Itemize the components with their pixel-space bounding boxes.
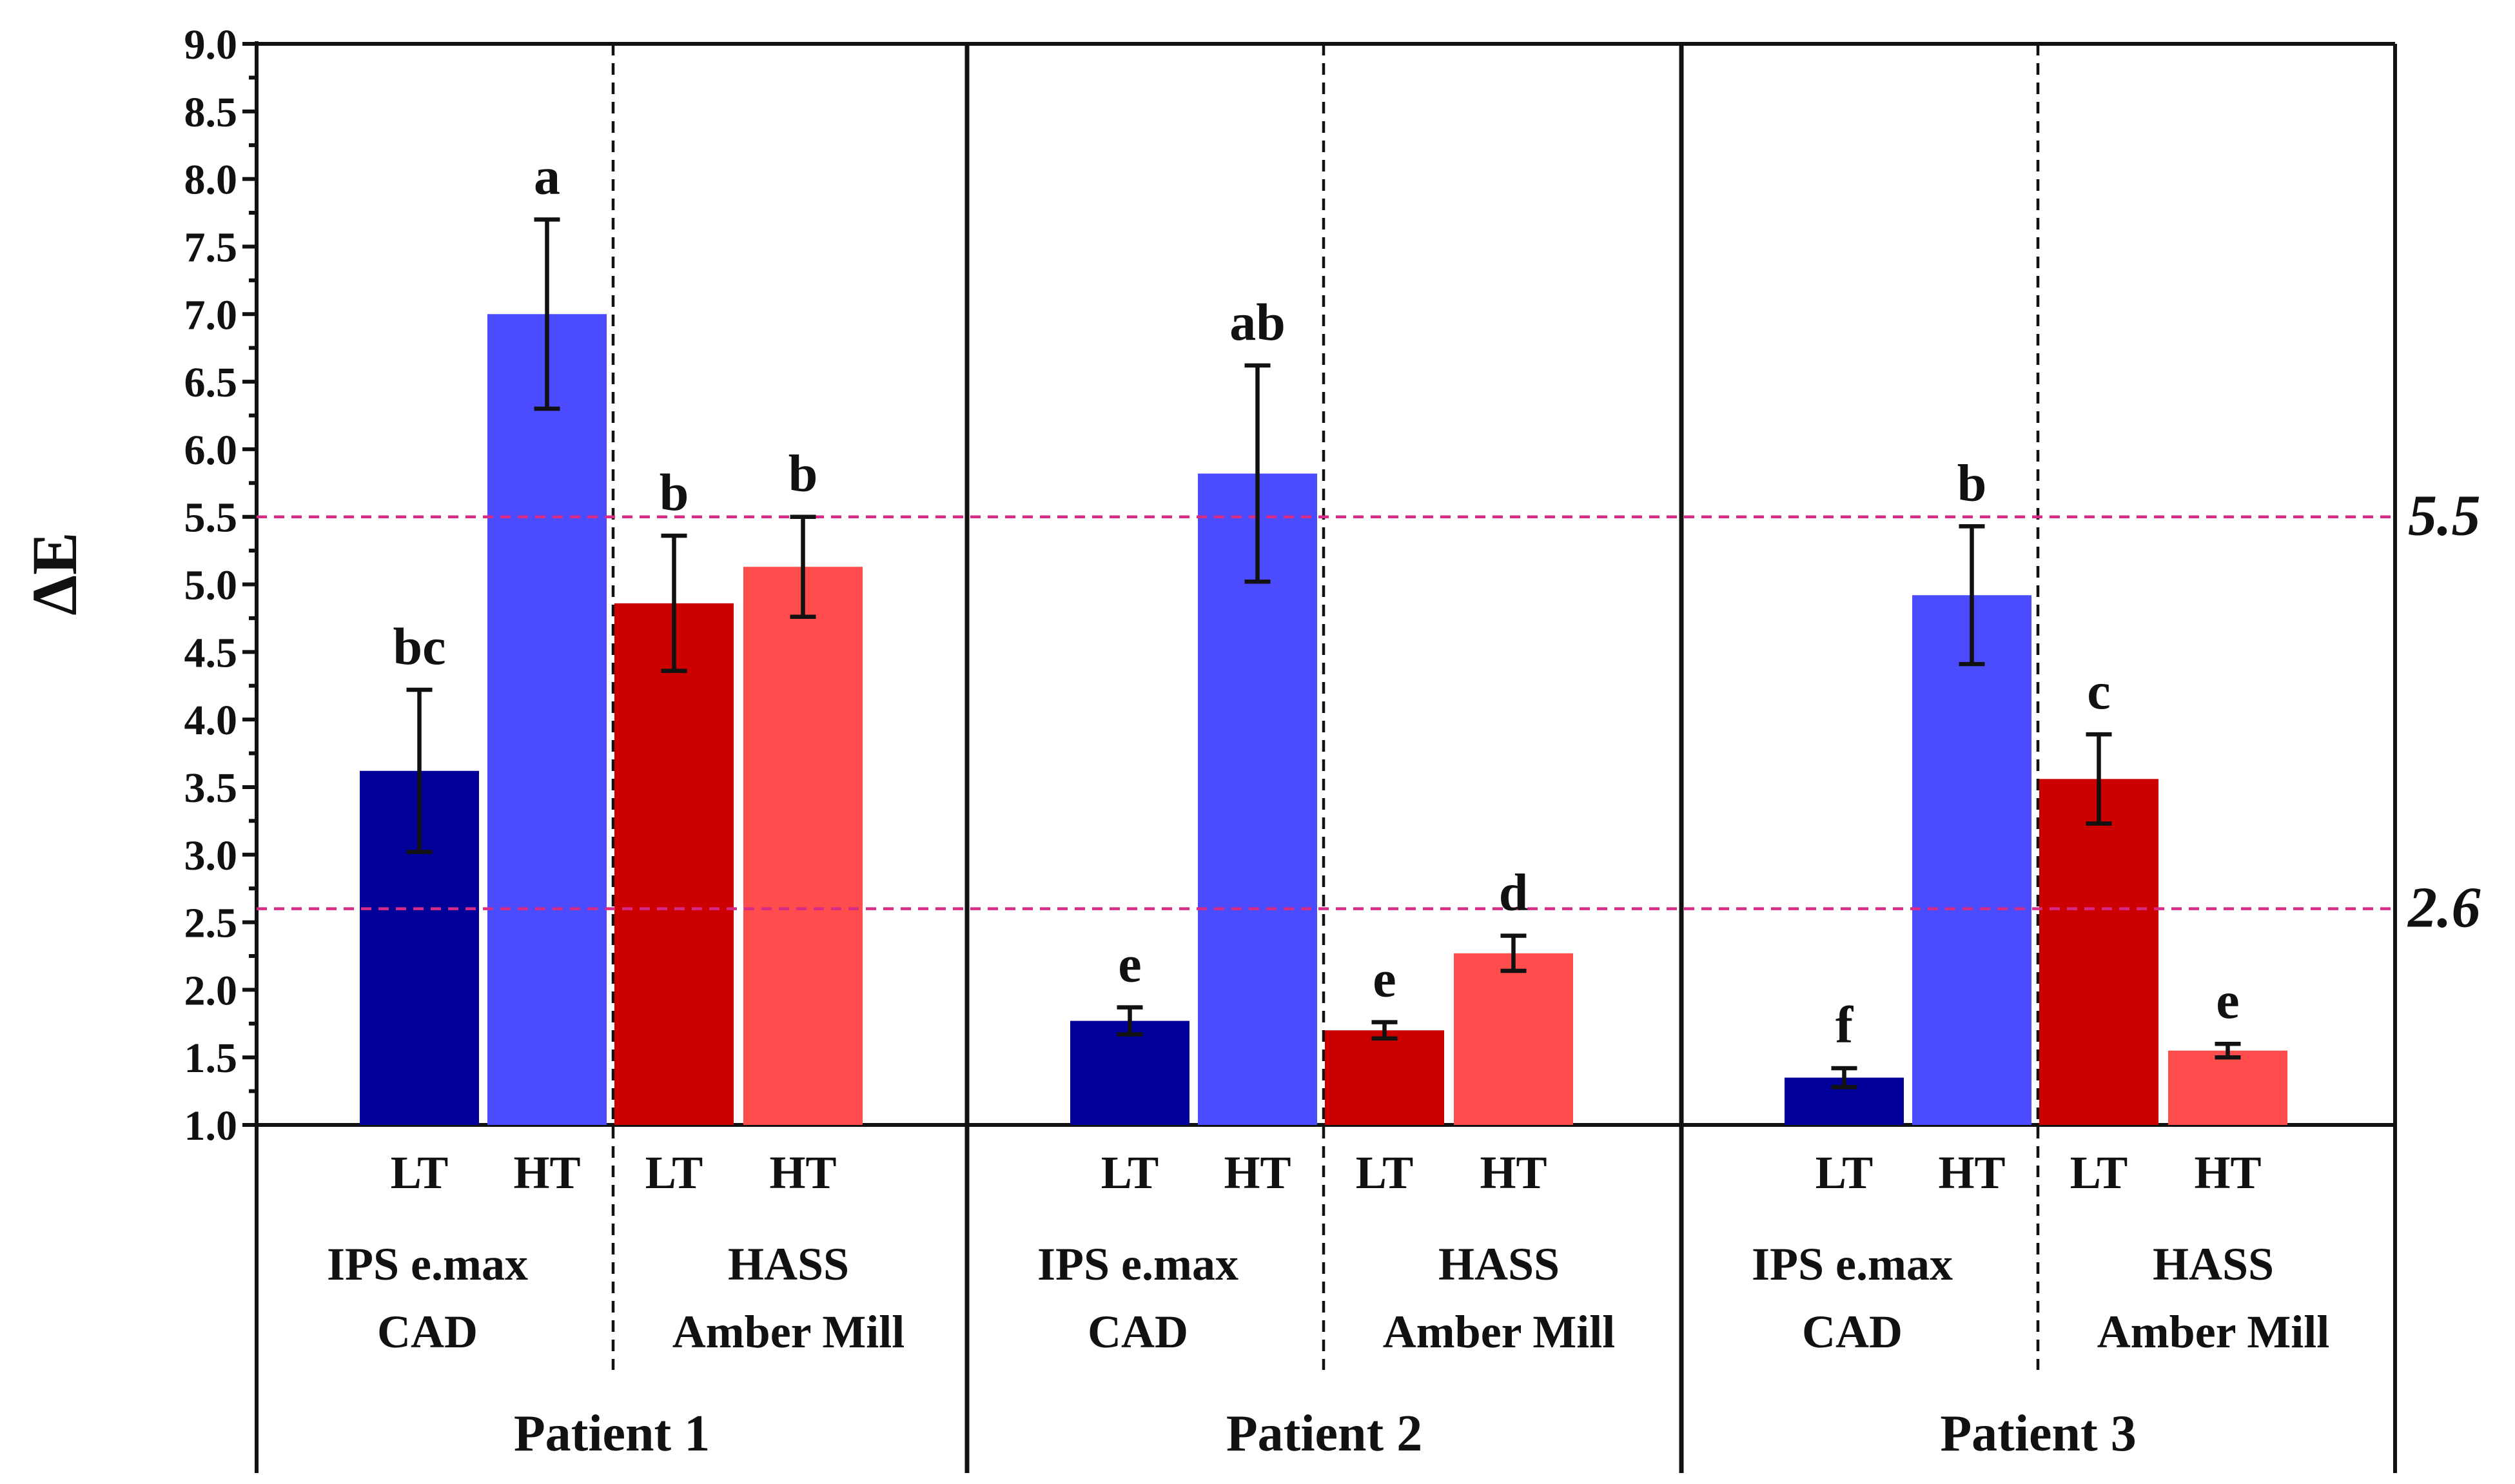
- series-label-lt: LT: [645, 1147, 703, 1198]
- material-label-line: HASS: [2153, 1238, 2274, 1290]
- bar-ht: [743, 567, 863, 1125]
- significance-letter: c: [2087, 661, 2110, 720]
- text-layer: 1.0 1.5 2.0 2.5 3.0 3.5 4.0 4.5 5.0 5.5 6.0 6.5 7.0 7…: [184, 21, 2481, 1462]
- series-label-lt: LT: [1356, 1147, 1413, 1198]
- significance-letter: b: [1957, 453, 1987, 512]
- significance-letter: f: [1835, 995, 1854, 1054]
- significance-letter: ab: [1229, 293, 1286, 351]
- material-label-line: IPS e.max: [1752, 1238, 1953, 1290]
- bar-lt: [1070, 1020, 1189, 1125]
- material-label-line: HASS: [1438, 1238, 1560, 1290]
- material-label-line: Amber Mill: [2097, 1306, 2330, 1358]
- bar-lt: [1325, 1030, 1444, 1125]
- material-label-line: Amber Mill: [672, 1306, 905, 1358]
- patient-label: Patient 3: [1940, 1405, 2136, 1462]
- y-tick-label: 3.0: [184, 832, 238, 879]
- significance-letter: e: [1373, 950, 1396, 1008]
- bar-ht: [1454, 953, 1573, 1125]
- significance-letter: b: [788, 444, 818, 503]
- series-label-ht: HT: [769, 1147, 836, 1198]
- significance-letter: bc: [393, 617, 446, 676]
- material-label-line: IPS e.max: [1037, 1238, 1238, 1290]
- series-label-lt: LT: [2070, 1147, 2128, 1198]
- y-tick-label: 5.0: [184, 562, 238, 609]
- y-tick-label: 7.0: [184, 291, 238, 338]
- bar-lt: [2039, 779, 2158, 1125]
- series-label-ht: HT: [1938, 1147, 2005, 1198]
- y-tick-label: 3.5: [184, 765, 238, 812]
- y-tick-label: 5.5: [184, 494, 238, 542]
- significance-letter: b: [660, 463, 689, 522]
- bar-ht: [487, 314, 607, 1125]
- series-label-ht: HT: [1480, 1147, 1547, 1198]
- bar-lt: [614, 603, 734, 1125]
- y-tick-label: 1.5: [184, 1035, 238, 1082]
- material-label-line: CAD: [1088, 1306, 1188, 1358]
- significance-letter: a: [534, 147, 560, 206]
- bars-layer: [360, 314, 2287, 1125]
- y-tick-label: 7.5: [184, 224, 238, 271]
- y-tick-label: 8.0: [184, 157, 238, 204]
- y-tick-label: 1.0: [184, 1102, 238, 1149]
- reference-line-label: 2.6: [2407, 876, 2481, 940]
- material-label-line: IPS e.max: [327, 1238, 528, 1290]
- chart-frame-layer: [242, 41, 2397, 1473]
- material-label-line: Amber Mill: [1383, 1306, 1616, 1358]
- significance-letter: d: [1499, 863, 1529, 922]
- significance-letter: e: [2216, 971, 2239, 1030]
- series-label-ht: HT: [513, 1147, 580, 1198]
- y-axis-title: ΔE: [19, 532, 90, 615]
- series-label-ht: HT: [2194, 1147, 2261, 1198]
- y-tick-label: 4.5: [184, 629, 238, 676]
- material-label-line: CAD: [377, 1306, 478, 1358]
- y-tick-label: 2.5: [184, 900, 238, 947]
- bar-ht: [1912, 595, 2031, 1125]
- series-label-lt: LT: [1101, 1147, 1159, 1198]
- reference-line-label: 5.5: [2408, 484, 2481, 548]
- series-label-lt: LT: [1815, 1147, 1873, 1198]
- patient-label: Patient 1: [514, 1405, 710, 1462]
- y-tick-label: 2.0: [184, 967, 238, 1014]
- y-tick-label: 8.5: [184, 89, 238, 136]
- series-label-ht: HT: [1224, 1147, 1291, 1198]
- series-label-lt: LT: [391, 1147, 448, 1198]
- y-tick-label: 9.0: [184, 21, 238, 68]
- material-label-line: CAD: [1802, 1306, 1903, 1358]
- reference-lines-layer: [257, 515, 2395, 910]
- bar-ht: [2168, 1050, 2287, 1125]
- material-label-line: HASS: [728, 1238, 849, 1290]
- y-tick-label: 6.5: [184, 359, 238, 406]
- error-bars-layer: [406, 217, 2241, 1089]
- y-tick-label: 6.0: [184, 427, 238, 474]
- patient-label: Patient 2: [1226, 1405, 1422, 1462]
- significance-letter: e: [1118, 935, 1141, 993]
- y-tick-label: 4.0: [184, 697, 238, 744]
